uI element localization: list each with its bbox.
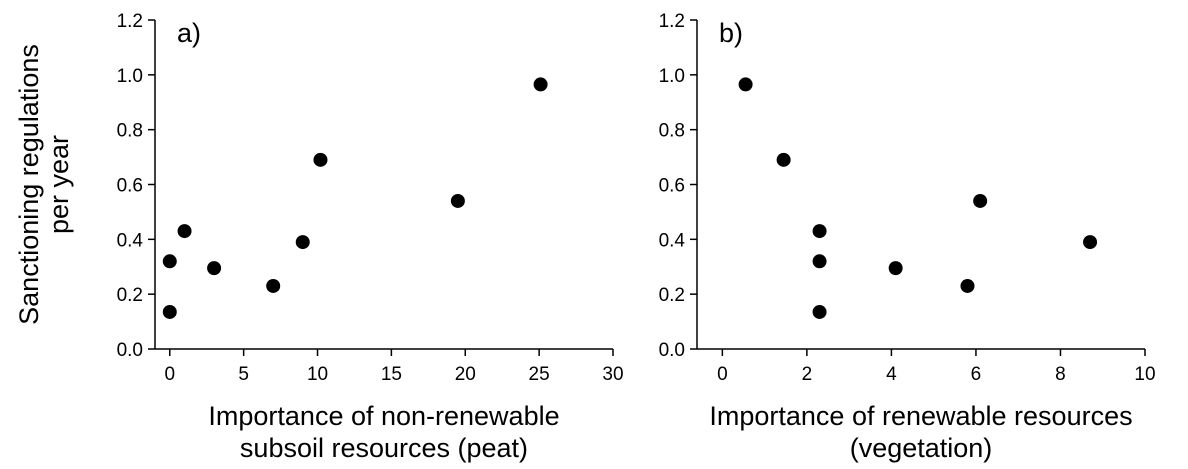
data-point	[207, 261, 222, 276]
data-point	[162, 254, 177, 269]
data-point	[776, 152, 791, 167]
x-axis-title-line: Importance of renewable resources	[709, 401, 1132, 431]
x-tick-label: 0	[164, 364, 175, 385]
data-point	[1083, 235, 1098, 250]
data-point	[812, 304, 827, 319]
x-tick-label: 20	[455, 364, 476, 385]
x-tick-label: 6	[971, 364, 982, 385]
x-tick-label: 4	[886, 364, 897, 385]
data-point	[812, 224, 827, 239]
data-point	[533, 77, 548, 92]
x-tick-label: 0	[717, 364, 728, 385]
panel-a: 0.0 0.2 0.4 0.6 0.8 1.0 1.2 0 5 10 15 20 25 30 a) Impor…	[14, 11, 624, 463]
y-axis-title-line: per year	[44, 135, 74, 234]
data-point	[177, 224, 192, 239]
x-tick-label: 2	[802, 364, 813, 385]
y-tick-label: 1.2	[117, 11, 143, 32]
y-tick-label: 0.8	[117, 121, 143, 142]
x-axis-title-line: (vegetation)	[850, 433, 993, 463]
x-tick-label: 5	[238, 364, 249, 385]
data-point	[266, 278, 281, 293]
x-tick-label: 10	[1134, 364, 1155, 385]
y-tick-label: 0.0	[659, 340, 685, 361]
y-tick-label: 0.4	[117, 230, 144, 251]
y-tick-label: 0.0	[117, 340, 143, 361]
x-tick-label: 25	[529, 364, 550, 385]
y-axis-title-line: Sanctioning regulations	[14, 44, 44, 325]
y-tick-label: 0.2	[117, 285, 143, 306]
x-tick-label: 15	[381, 364, 402, 385]
data-point	[162, 304, 177, 319]
data-point	[888, 261, 903, 276]
data-point	[812, 254, 827, 269]
y-tick-label: 0.4	[659, 230, 686, 251]
y-tick-label: 0.2	[659, 285, 685, 306]
y-tick-label: 1.0	[117, 66, 143, 87]
y-tick-label: 0.6	[117, 176, 143, 197]
x-axis-title-line: subsoil resources (peat)	[240, 433, 528, 463]
data-point	[960, 278, 975, 293]
panel-tag: b)	[719, 18, 743, 48]
x-tick-label: 8	[1055, 364, 1066, 385]
y-tick-label: 1.0	[659, 66, 685, 87]
y-tick-label: 0.6	[659, 176, 685, 197]
data-point	[973, 193, 988, 208]
data-point	[450, 193, 465, 208]
x-axis-title-line: Importance of non-renewable	[208, 401, 559, 431]
y-tick-label: 1.2	[659, 11, 685, 32]
x-tick-label: 30	[602, 364, 623, 385]
data-point	[738, 77, 753, 92]
panel-b: 0.0 0.2 0.4 0.6 0.8 1.0 1.2 0 2 4 6 8 10 b) Importance…	[659, 11, 1156, 463]
x-tick-label: 10	[307, 364, 328, 385]
data-point	[295, 235, 310, 250]
data-point	[313, 152, 328, 167]
panel-tag: a)	[177, 18, 201, 48]
y-tick-label: 0.8	[659, 121, 685, 142]
